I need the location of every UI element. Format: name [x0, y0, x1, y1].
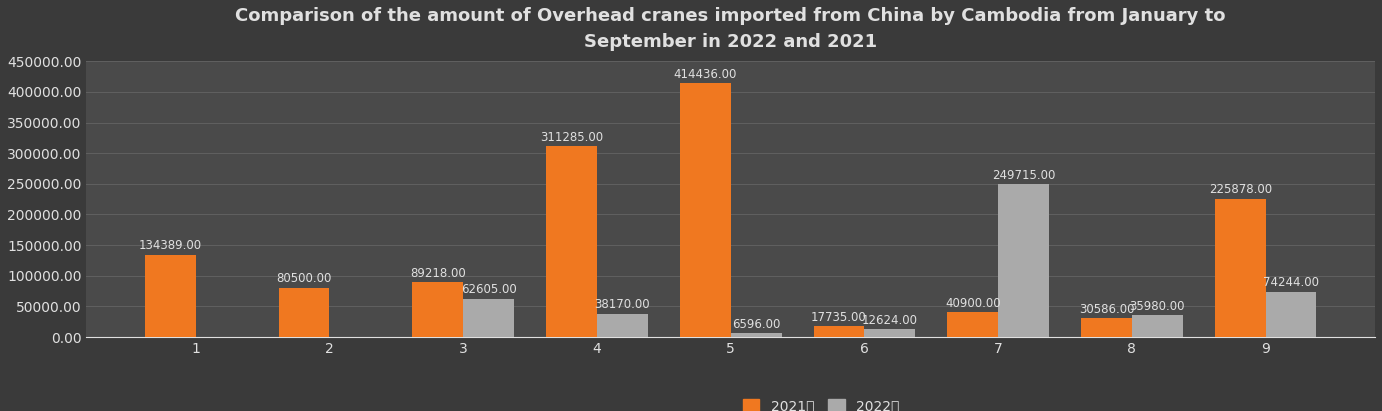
Bar — [680, 83, 731, 337]
Bar — [998, 184, 1049, 337]
Text: 17735.00: 17735.00 — [811, 311, 867, 324]
Bar — [463, 299, 514, 337]
Bar — [412, 282, 463, 337]
Text: 38170.00: 38170.00 — [594, 298, 650, 311]
Bar — [597, 314, 648, 337]
Text: 80500.00: 80500.00 — [276, 272, 332, 285]
Text: 414436.00: 414436.00 — [673, 67, 737, 81]
Bar — [1215, 199, 1266, 337]
Bar — [1266, 291, 1317, 337]
Bar — [1132, 315, 1183, 337]
Title: Comparison of the amount of Overhead cranes imported from China by Cambodia from: Comparison of the amount of Overhead cra… — [235, 7, 1226, 51]
Text: 30586.00: 30586.00 — [1079, 303, 1135, 316]
Bar — [814, 326, 864, 337]
Bar — [546, 146, 597, 337]
Legend: 2021年, 2022年: 2021年, 2022年 — [737, 393, 905, 411]
Text: 40900.00: 40900.00 — [945, 296, 1001, 309]
Bar — [731, 333, 781, 337]
Text: 249715.00: 249715.00 — [992, 169, 1056, 182]
Text: 225878.00: 225878.00 — [1209, 183, 1271, 196]
Text: 62605.00: 62605.00 — [460, 283, 517, 296]
Text: 35980.00: 35980.00 — [1129, 300, 1186, 312]
Text: 89218.00: 89218.00 — [410, 267, 466, 280]
Text: 6596.00: 6596.00 — [732, 318, 781, 330]
Text: 74244.00: 74244.00 — [1263, 276, 1318, 289]
Bar — [145, 255, 196, 337]
Bar — [864, 329, 915, 337]
Bar — [279, 288, 329, 337]
Text: 134389.00: 134389.00 — [138, 239, 202, 252]
Bar — [947, 312, 998, 337]
Text: 12624.00: 12624.00 — [862, 314, 918, 327]
Bar — [1081, 318, 1132, 337]
Text: 311285.00: 311285.00 — [540, 131, 603, 144]
